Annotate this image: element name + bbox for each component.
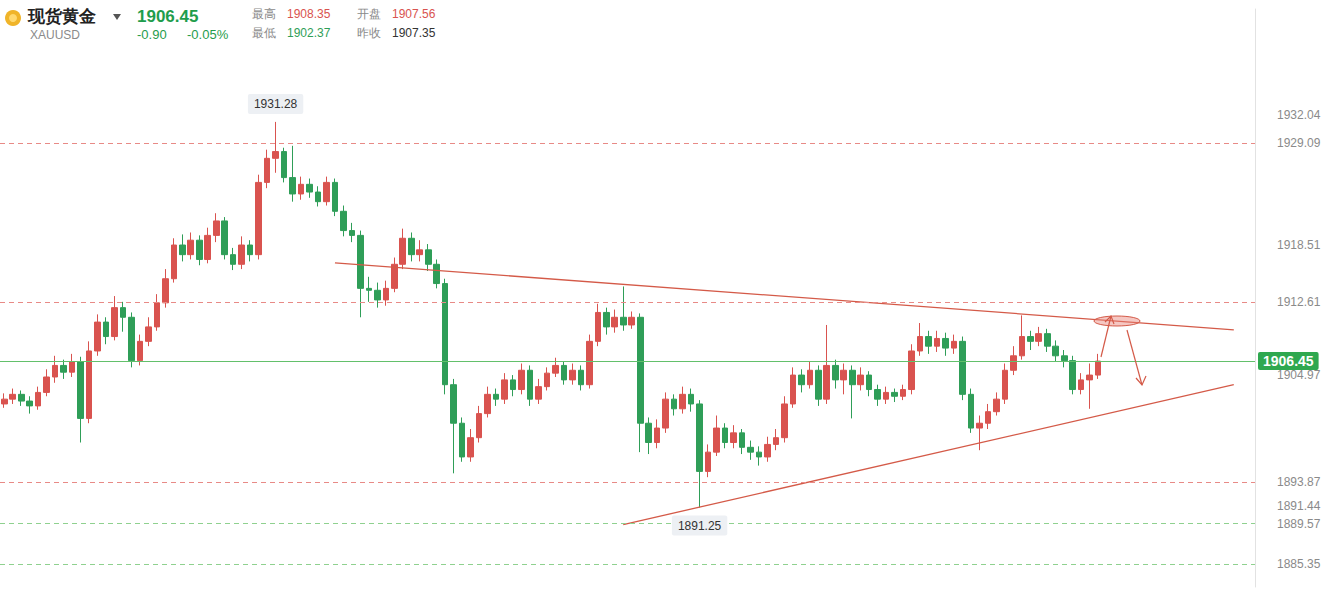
svg-text:1902.37: 1902.37 bbox=[287, 26, 331, 40]
svg-text:1891.25: 1891.25 bbox=[678, 519, 722, 533]
svg-text:开盘: 开盘 bbox=[357, 7, 381, 21]
svg-text:1929.09: 1929.09 bbox=[1277, 136, 1321, 150]
svg-text:现货黄金: 现货黄金 bbox=[27, 7, 96, 26]
svg-text:1906.45: 1906.45 bbox=[137, 7, 198, 26]
svg-text:1889.57: 1889.57 bbox=[1277, 517, 1321, 531]
svg-text:1885.35: 1885.35 bbox=[1277, 557, 1321, 571]
svg-text:1907.56: 1907.56 bbox=[392, 7, 436, 21]
svg-text:1912.61: 1912.61 bbox=[1277, 295, 1321, 309]
svg-text:昨收: 昨收 bbox=[357, 26, 381, 40]
svg-text:1893.87: 1893.87 bbox=[1277, 475, 1321, 489]
svg-text:-0.05%: -0.05% bbox=[187, 27, 229, 42]
svg-text:1908.35: 1908.35 bbox=[287, 7, 331, 21]
svg-text:1891.44: 1891.44 bbox=[1277, 499, 1321, 513]
svg-text:最低: 最低 bbox=[252, 26, 276, 40]
svg-text:最高: 最高 bbox=[252, 7, 276, 21]
svg-text:-0.90: -0.90 bbox=[137, 27, 167, 42]
svg-text:1918.51: 1918.51 bbox=[1277, 238, 1321, 252]
svg-text:1932.04: 1932.04 bbox=[1277, 108, 1321, 122]
svg-text:1931.28: 1931.28 bbox=[254, 97, 298, 111]
svg-text:1906.45: 1906.45 bbox=[1263, 353, 1314, 369]
svg-text:1907.35: 1907.35 bbox=[392, 26, 436, 40]
svg-text:1904.97: 1904.97 bbox=[1277, 368, 1321, 382]
svg-text:XAUUSD: XAUUSD bbox=[30, 28, 80, 42]
